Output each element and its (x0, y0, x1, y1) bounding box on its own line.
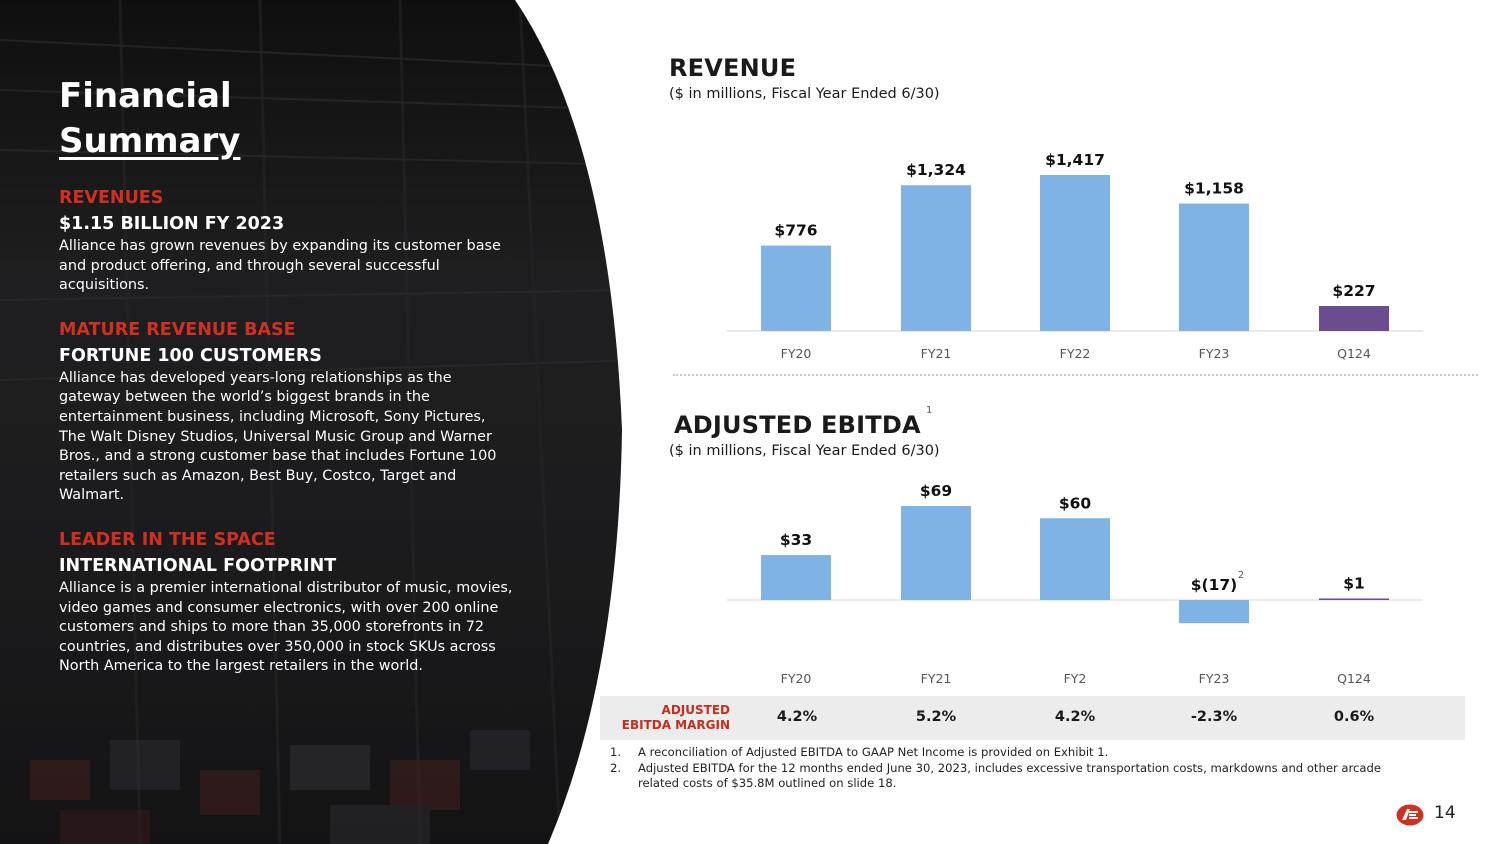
margin-value-fy23: -2.3% (1190, 709, 1238, 725)
footnote-text: A reconciliation of Adjusted EBITDA to G… (638, 745, 1109, 759)
tick-label: FY20 (781, 671, 812, 686)
section-body: Alliance has developed years-long relati… (59, 369, 497, 504)
data-label: $60 (1059, 494, 1092, 512)
ebitda-margin-label: ADJUSTED EBITDA MARGIN (608, 703, 730, 733)
ebitda-margin-row: ADJUSTED EBITDA MARGIN 4.2% 5.2% 4.2% -2… (600, 696, 1465, 740)
footnote-text: Adjusted EBITDA for the 12 months ended … (638, 760, 1382, 791)
revenue-chart-title: REVENUE (669, 54, 797, 82)
section-divider (673, 374, 1478, 376)
bar-fy20 (761, 555, 831, 600)
data-label: $69 (920, 482, 952, 500)
section-subheading: $1.15 BILLION FY 2023 (59, 214, 285, 234)
margin-value-fy21: 5.2% (915, 709, 957, 725)
section-heading: LEADER IN THE SPACE (59, 529, 276, 550)
tick-label: FY20 (781, 346, 812, 361)
bar-fy22 (1040, 175, 1110, 331)
bar-q124 (1319, 598, 1389, 600)
section-subheading: INTERNATIONAL FOOTPRINT (59, 555, 337, 576)
tick-label: Q124 (1337, 671, 1371, 686)
ebitda-margin-label-line-2: EBITDA MARGIN (621, 718, 730, 732)
footnote-number: 1. (610, 745, 622, 759)
footnote-1: 1. A reconciliation of Adjusted EBITDA t… (610, 745, 1410, 761)
revenue-chart-subtitle: ($ in millions, Fiscal Year Ended 6/30) (669, 86, 940, 102)
data-label: $227 (1332, 282, 1375, 300)
tick-label: FY23 (1199, 671, 1230, 686)
data-label: $(17) (1191, 576, 1238, 594)
data-label: $1,324 (906, 161, 966, 179)
ebitda-chart-subtitle: ($ in millions, Fiscal Year Ended 6/30) (669, 443, 940, 459)
bar-fy23 (1179, 600, 1249, 624)
warehouse-background (0, 0, 622, 844)
ebitda-margin-label-line-1: ADJUSTED (661, 703, 730, 717)
data-label: $33 (780, 531, 812, 549)
alliance-logo-icon (1396, 804, 1424, 826)
hero-panel: Financial Summary REVENUES $1.15 BILLION… (0, 0, 640, 844)
bar-fy21 (901, 185, 971, 331)
section-heading: REVENUES (59, 188, 164, 208)
section-subheading: FORTUNE 100 CUSTOMERS (59, 345, 322, 366)
bar-q124 (1319, 306, 1389, 331)
margin-value-q124: 0.6% (1333, 709, 1375, 725)
margin-value-fy22: 4.2% (1054, 709, 1096, 725)
section-body: Alliance has grown revenues by expanding… (59, 238, 501, 294)
data-label: $1,158 (1184, 180, 1244, 198)
section-mature-revenue-base: MATURE REVENUE BASE FORTUNE 100 CUSTOMER… (59, 318, 514, 506)
bar-fy21 (901, 506, 971, 600)
page-number: 14 (1434, 803, 1456, 823)
page-title: Financial Summary (59, 74, 514, 164)
tick-label: FY21 (921, 671, 952, 686)
section-revenues: REVENUES $1.15 BILLION FY 2023 Alliance … (59, 186, 514, 296)
label-footnote: 2 (1238, 570, 1244, 581)
data-label: $1 (1343, 575, 1365, 593)
title-line-1: Financial (59, 76, 232, 116)
bar-fy2 (1040, 518, 1110, 600)
tick-label: FY22 (1060, 346, 1091, 361)
footnotes: 1. A reconciliation of Adjusted EBITDA t… (610, 745, 1410, 792)
ebitda-chart-title: ADJUSTED EBITDA (674, 411, 921, 439)
section-heading: MATURE REVENUE BASE (59, 319, 296, 340)
footnote-number: 2. (610, 760, 622, 775)
tick-label: FY23 (1199, 346, 1230, 361)
tick-label: Q124 (1337, 346, 1371, 361)
margin-value-fy20: 4.2% (776, 709, 818, 725)
bar-fy23 (1179, 203, 1249, 331)
title-line-2: Summary (59, 121, 241, 161)
bar-fy20 (761, 245, 831, 331)
footnote-2: 2. Adjusted EBITDA for the 12 months end… (610, 761, 1410, 792)
data-label: $1,417 (1045, 151, 1105, 169)
section-body: Alliance is a premier international dist… (59, 579, 513, 675)
section-leader-in-the-space: LEADER IN THE SPACE INTERNATIONAL FOOTPR… (59, 528, 514, 677)
ebitda-title-footnote: 1 (926, 405, 933, 416)
data-label: $776 (774, 222, 817, 240)
tick-label: FY21 (921, 346, 952, 361)
tick-label: FY2 (1064, 671, 1087, 686)
